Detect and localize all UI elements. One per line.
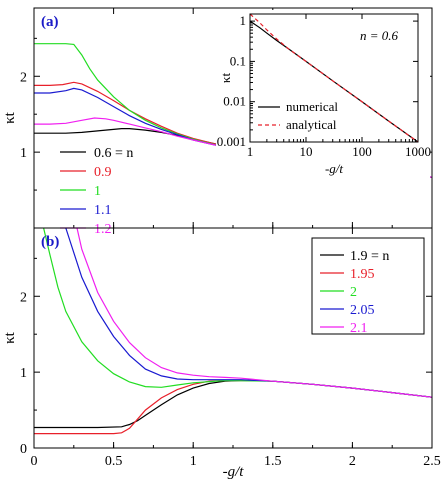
y-tick-label: 2 bbox=[20, 290, 27, 305]
y-tick-label: 2 bbox=[20, 70, 27, 85]
panel-b: 0 0.5 1 1.5 2 2.5 0 1 2 κt -g/t (b) 1.9 = n 1.95 2 2.05… bbox=[2, 227, 441, 480]
inset-x-tick-label: 1000 bbox=[405, 144, 431, 159]
inset-legend-label: numerical bbox=[286, 99, 338, 114]
x-tick-label: 0 bbox=[31, 454, 38, 469]
legend-label: 0.9 bbox=[94, 165, 112, 180]
legend-box bbox=[311, 237, 425, 335]
inset-background bbox=[216, 10, 430, 180]
inset-series-group bbox=[250, 14, 418, 142]
legend-label: 2.05 bbox=[350, 303, 375, 318]
series-line-b-0 bbox=[34, 379, 432, 429]
legend-label: 1.1 bbox=[94, 203, 112, 218]
inset-annotation: n = 0.6 bbox=[360, 28, 399, 43]
legend-label: 2.1 bbox=[350, 321, 368, 336]
inset-legend-label: analytical bbox=[286, 117, 337, 132]
panel-label: (b) bbox=[41, 234, 59, 250]
legend-label: 1.2 bbox=[94, 222, 112, 237]
x-axis-label: -g/t bbox=[223, 464, 245, 480]
x-tick-label: 0.5 bbox=[105, 454, 123, 469]
series-line-b-4 bbox=[76, 228, 432, 398]
inset-x-tick-label: 10 bbox=[300, 144, 313, 159]
x-tick-label: 1.5 bbox=[264, 454, 282, 469]
y-tick-label: 1 bbox=[20, 146, 27, 161]
inset-y-tick-label: 1 bbox=[240, 13, 247, 28]
inset-x-tick-label: 100 bbox=[352, 144, 372, 159]
inset-frame bbox=[249, 13, 419, 143]
legend-label: 2 bbox=[350, 285, 357, 300]
legend-label: 1.95 bbox=[350, 267, 375, 282]
inset-y-tick-label: 0.01 bbox=[223, 94, 246, 109]
x-tick-label: 2.5 bbox=[423, 454, 441, 469]
y-tick-label: 0 bbox=[20, 442, 27, 457]
legend-label: 1.9 = n bbox=[350, 249, 389, 264]
series-line-b-1 bbox=[34, 379, 432, 435]
inset-plot: 1 10 100 1000 0.001 0.01 0.1 1 κt -g/t n = 0.6 nume… bbox=[216, 10, 431, 180]
x-tick-label: 2 bbox=[349, 454, 356, 469]
inset-y-tick-label: 0.001 bbox=[217, 134, 246, 149]
inset-y-axis-label: κt bbox=[218, 73, 233, 84]
legend-label: 1 bbox=[94, 184, 101, 199]
x-tick-label: 1 bbox=[190, 454, 197, 469]
inset-series-line-1 bbox=[250, 14, 418, 142]
y-tick-label: 1 bbox=[20, 366, 27, 381]
y-axis-label: κt bbox=[2, 111, 18, 124]
series-group bbox=[34, 228, 432, 435]
y-axis-label: κt bbox=[2, 331, 18, 344]
inset-x-axis-label: -g/t bbox=[325, 161, 343, 176]
inset-x-tick-label: 1 bbox=[247, 144, 254, 159]
panel-label: (a) bbox=[41, 14, 59, 30]
legend-label: 0.6 = n bbox=[94, 146, 133, 161]
panel-a: 1 2 κt (a) 0.6 = n 0.9 1 1.1 1.2 bbox=[2, 7, 433, 237]
inset-y-tick-label: 0.1 bbox=[230, 53, 246, 68]
